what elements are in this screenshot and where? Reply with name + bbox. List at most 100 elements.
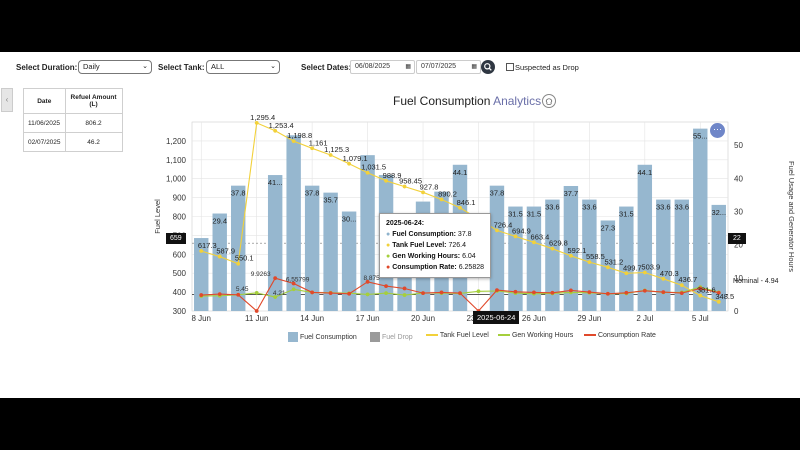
brain-icon[interactable] xyxy=(542,94,556,108)
calendar-icon: ▦ xyxy=(471,64,477,70)
point-value-label: 4.21 xyxy=(273,290,286,297)
legend-item-gen-working-hours[interactable]: Gen Working Hours xyxy=(498,332,573,339)
fuel-consumption-bar xyxy=(637,164,653,311)
table-row: 02/07/2025 46.2 xyxy=(23,132,123,152)
legend-item-consumption-rate[interactable]: Consumption Rate xyxy=(584,332,656,339)
bar-value-label: 31.5 xyxy=(527,210,542,219)
fuel-consumption-bar xyxy=(582,199,597,311)
tank-level-label: 550.1 xyxy=(235,254,254,263)
fuel-consumption-bar xyxy=(360,155,375,311)
tank-level-label: 629.8 xyxy=(549,239,568,248)
y-tick-label: 500 xyxy=(173,269,187,278)
table-cell: 02/07/2025 xyxy=(23,132,66,152)
consumption-rate-point xyxy=(254,309,259,313)
tank-fuel-level-point xyxy=(236,261,241,266)
legend-label: Fuel Consumption xyxy=(299,333,357,341)
chevron-left-icon: ‹ xyxy=(5,95,9,104)
y-tick-label: 600 xyxy=(173,250,187,259)
refuel-table: Date Refuel Amount (L) 11/06/2025 806.2 … xyxy=(23,88,123,152)
x-tick-label: 14 Jun xyxy=(300,314,324,323)
tank-level-label: 726.4 xyxy=(494,220,513,229)
gen-working-hours-point xyxy=(476,289,481,294)
date-to-input[interactable]: 07/07/2025 ▦ xyxy=(416,60,481,74)
tank-fuel-level-point xyxy=(310,146,315,151)
y-tick-label: 1,200 xyxy=(166,137,187,146)
consumption-rate-point xyxy=(328,291,333,295)
tank-level-label: 1,253.4 xyxy=(269,121,294,130)
chart-lines xyxy=(199,120,721,313)
consumption-rate-point xyxy=(550,290,555,295)
tank-level-label: 470.3 xyxy=(660,269,679,278)
tooltip-row: ● Consumption Rate: 6.25828 xyxy=(386,264,485,271)
tank-fuel-level-point xyxy=(217,254,222,259)
chart-menu-button[interactable]: ⋯ xyxy=(710,123,725,138)
tank-level-label: 663.4 xyxy=(531,232,550,241)
consumption-rate-point xyxy=(587,290,592,294)
tank-level-label: 531.2 xyxy=(604,257,623,266)
brain-icon-glyph xyxy=(545,98,553,105)
consumption-rate-point xyxy=(513,289,518,294)
bar-value-label: 41... xyxy=(268,178,283,187)
collapse-handle[interactable]: ‹ xyxy=(1,88,13,112)
date-from-input[interactable]: 06/08/2025 ▦ xyxy=(350,60,415,74)
tank-fuel-level-point xyxy=(532,240,536,245)
y-tick-label: 1,000 xyxy=(166,175,187,184)
y-axis-title: Fuel Level xyxy=(153,199,162,234)
fuel-consumption-bar xyxy=(194,238,209,311)
x-tick-label: 5 Jul xyxy=(692,314,709,323)
tank-fuel-level-point xyxy=(273,128,278,133)
tooltip-row: ● Tank Fuel Level: 726.4 xyxy=(386,242,467,249)
tooltip-row-label: Consumption Rate: xyxy=(392,264,457,271)
tank-level-label: 988.9 xyxy=(383,171,402,180)
consumption-rate-point xyxy=(605,291,610,296)
consumption-rate-point xyxy=(421,291,425,295)
x-tick-label: 2 Jul xyxy=(636,314,653,323)
bar-value-label: 33.6 xyxy=(656,203,671,212)
table-row: 11/06/2025 806.2 xyxy=(23,113,123,133)
chevron-down-icon: ⌄ xyxy=(270,63,276,70)
tank-select[interactable]: ALL ⌄ xyxy=(206,60,280,74)
tooltip-row: ● Fuel Consumption: 37.8 xyxy=(386,231,472,238)
search-icon xyxy=(484,63,492,71)
suspected-checkbox[interactable] xyxy=(506,63,514,71)
search-button[interactable] xyxy=(481,60,495,74)
tank-fuel-level-point xyxy=(679,283,684,288)
bar-value-label: 33.6 xyxy=(674,203,689,212)
tooltip-row-value: 726.4 xyxy=(448,242,467,249)
legend-label: Consumption Rate xyxy=(597,332,656,339)
consumption-rate-point xyxy=(495,288,499,293)
table-cell: 11/06/2025 xyxy=(23,113,66,133)
bar-value-label: 33.6 xyxy=(545,203,560,212)
fuel-consumption-bar xyxy=(619,206,634,311)
tank-fuel-level-point xyxy=(716,299,721,304)
consumption-rate-point xyxy=(642,288,647,293)
consumption-rate-point xyxy=(458,291,462,295)
bar-value-label: 33.6 xyxy=(582,203,597,212)
tank-level-label: 381.6 xyxy=(697,286,716,295)
table-cell: 46.2 xyxy=(64,132,123,152)
tank-level-label: 890.2 xyxy=(438,189,457,198)
tank-level-label: 958.45 xyxy=(399,177,422,186)
consumption-rate-point xyxy=(217,292,222,296)
x-tick-label: 20 Jun xyxy=(411,314,435,323)
fuel-consumption-bar xyxy=(489,185,505,311)
tank-fuel-level-point xyxy=(458,205,462,210)
fuel-consumption-bar xyxy=(674,199,690,311)
tank-level-label: 694.9 xyxy=(512,226,531,235)
consumption-rate-point xyxy=(199,293,204,297)
fuel-consumption-bar xyxy=(563,185,579,311)
consumption-rate-point xyxy=(402,286,407,291)
duration-select[interactable]: Daily ⌄ xyxy=(78,60,152,74)
legend-swatch xyxy=(288,332,298,342)
tooltip-row-label: Tank Fuel Level: xyxy=(392,242,447,249)
x-tick-label: 29 Jun xyxy=(577,314,601,323)
legend-item-tank-fuel-level[interactable]: Tank Fuel Level xyxy=(426,332,489,339)
tank-label: Select Tank: xyxy=(158,63,205,72)
tank-fuel-level-point xyxy=(384,178,388,183)
bar-value-label: 37.8 xyxy=(231,189,246,198)
duration-label: Select Duration: xyxy=(16,63,78,72)
legend-item-fuel-consumption[interactable]: Fuel Consumption xyxy=(288,332,357,342)
chevron-down-icon: ⌄ xyxy=(142,63,148,70)
legend-item-fuel-drop[interactable]: Fuel Drop xyxy=(370,332,413,342)
y2-tick-label: 20 xyxy=(734,241,743,250)
